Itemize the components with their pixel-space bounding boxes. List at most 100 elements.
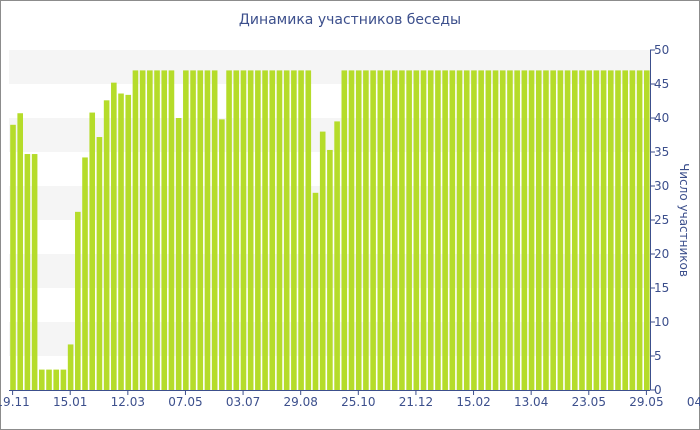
bar xyxy=(406,70,412,391)
bar xyxy=(485,70,492,391)
bar xyxy=(240,70,247,391)
x-tick-label: 12.03 xyxy=(111,395,145,409)
bar xyxy=(586,70,592,391)
bar xyxy=(233,70,240,391)
y-tick-label: 20 xyxy=(654,247,669,261)
y-tick-label: 10 xyxy=(654,315,669,329)
bar xyxy=(557,70,564,391)
chart-title: Динамика участников беседы xyxy=(238,12,462,28)
bar xyxy=(24,154,31,390)
bar xyxy=(319,131,326,390)
bar xyxy=(607,70,614,391)
bar xyxy=(435,70,441,391)
bar xyxy=(528,70,535,391)
bar xyxy=(226,70,232,391)
bar xyxy=(247,70,254,391)
bar xyxy=(175,118,182,390)
bar xyxy=(139,70,146,391)
y-tick-label: 0 xyxy=(654,383,662,397)
bar xyxy=(471,70,477,391)
bar xyxy=(269,70,276,391)
x-tick-label: 13.04 xyxy=(514,395,548,409)
bar xyxy=(125,94,132,390)
bar xyxy=(262,70,268,391)
bar xyxy=(96,137,103,390)
grid-band xyxy=(9,50,650,84)
bar xyxy=(283,70,290,391)
bar xyxy=(449,70,456,391)
bar xyxy=(154,70,160,391)
x-tick-label: 15.02 xyxy=(456,395,490,409)
x-tick-label: 15.01 xyxy=(53,395,87,409)
y-tick-label: 25 xyxy=(654,213,669,227)
bar xyxy=(442,70,448,391)
bar xyxy=(168,70,175,391)
bar xyxy=(492,70,499,391)
bar xyxy=(31,154,38,390)
y-tick-label: 45 xyxy=(654,77,669,91)
bar xyxy=(363,70,369,391)
bar xyxy=(420,70,427,391)
bar xyxy=(550,70,556,391)
bar xyxy=(348,70,355,391)
y-tick-label: 15 xyxy=(654,281,669,295)
bar xyxy=(334,121,340,391)
bar xyxy=(10,124,16,391)
bar xyxy=(327,149,333,390)
bar xyxy=(103,100,110,390)
bar xyxy=(17,113,23,391)
x-tick-label: 04.06 xyxy=(687,395,700,409)
bar xyxy=(535,70,542,391)
bar xyxy=(75,211,81,390)
bar xyxy=(147,70,153,391)
bar xyxy=(564,70,571,391)
bar xyxy=(543,70,549,391)
bar xyxy=(579,70,585,391)
bar xyxy=(161,70,168,391)
bar xyxy=(132,70,139,391)
bar xyxy=(204,70,211,391)
bar xyxy=(456,70,463,391)
bar xyxy=(298,70,304,391)
x-tick-label: 03.07 xyxy=(226,395,260,409)
x-tick-label: 29.08 xyxy=(284,395,318,409)
bar xyxy=(478,70,484,391)
bar xyxy=(644,70,650,391)
bar xyxy=(312,192,319,390)
bar xyxy=(629,70,636,391)
bar xyxy=(82,157,88,390)
bar xyxy=(355,70,362,391)
bar xyxy=(399,70,405,391)
bar xyxy=(615,70,621,391)
bar xyxy=(197,70,204,391)
bar xyxy=(53,369,60,390)
bar xyxy=(384,70,391,391)
bar xyxy=(622,70,628,391)
y-tick-label: 5 xyxy=(654,349,662,363)
x-tick-label: 25.10 xyxy=(341,395,375,409)
bar xyxy=(391,70,398,391)
bar xyxy=(118,93,124,391)
bar xyxy=(427,70,434,391)
bar xyxy=(507,70,513,391)
bar xyxy=(463,70,470,391)
bar xyxy=(499,70,506,391)
bar xyxy=(89,112,96,390)
bar xyxy=(111,82,117,390)
bar xyxy=(276,70,283,391)
y-tick-label: 35 xyxy=(654,145,669,159)
x-tick-label: 21.12 xyxy=(399,395,433,409)
y-tick-label: 40 xyxy=(654,111,669,125)
bar xyxy=(514,70,520,391)
bar xyxy=(377,70,384,391)
bar xyxy=(305,70,312,391)
y-axis-label: Число участников xyxy=(677,163,691,277)
y-tick-label: 30 xyxy=(654,179,669,193)
bar xyxy=(219,119,225,391)
bar xyxy=(67,344,74,390)
bar xyxy=(46,369,52,390)
bar xyxy=(370,70,376,391)
bar xyxy=(60,369,67,390)
x-tick-label: 29.05 xyxy=(629,395,663,409)
